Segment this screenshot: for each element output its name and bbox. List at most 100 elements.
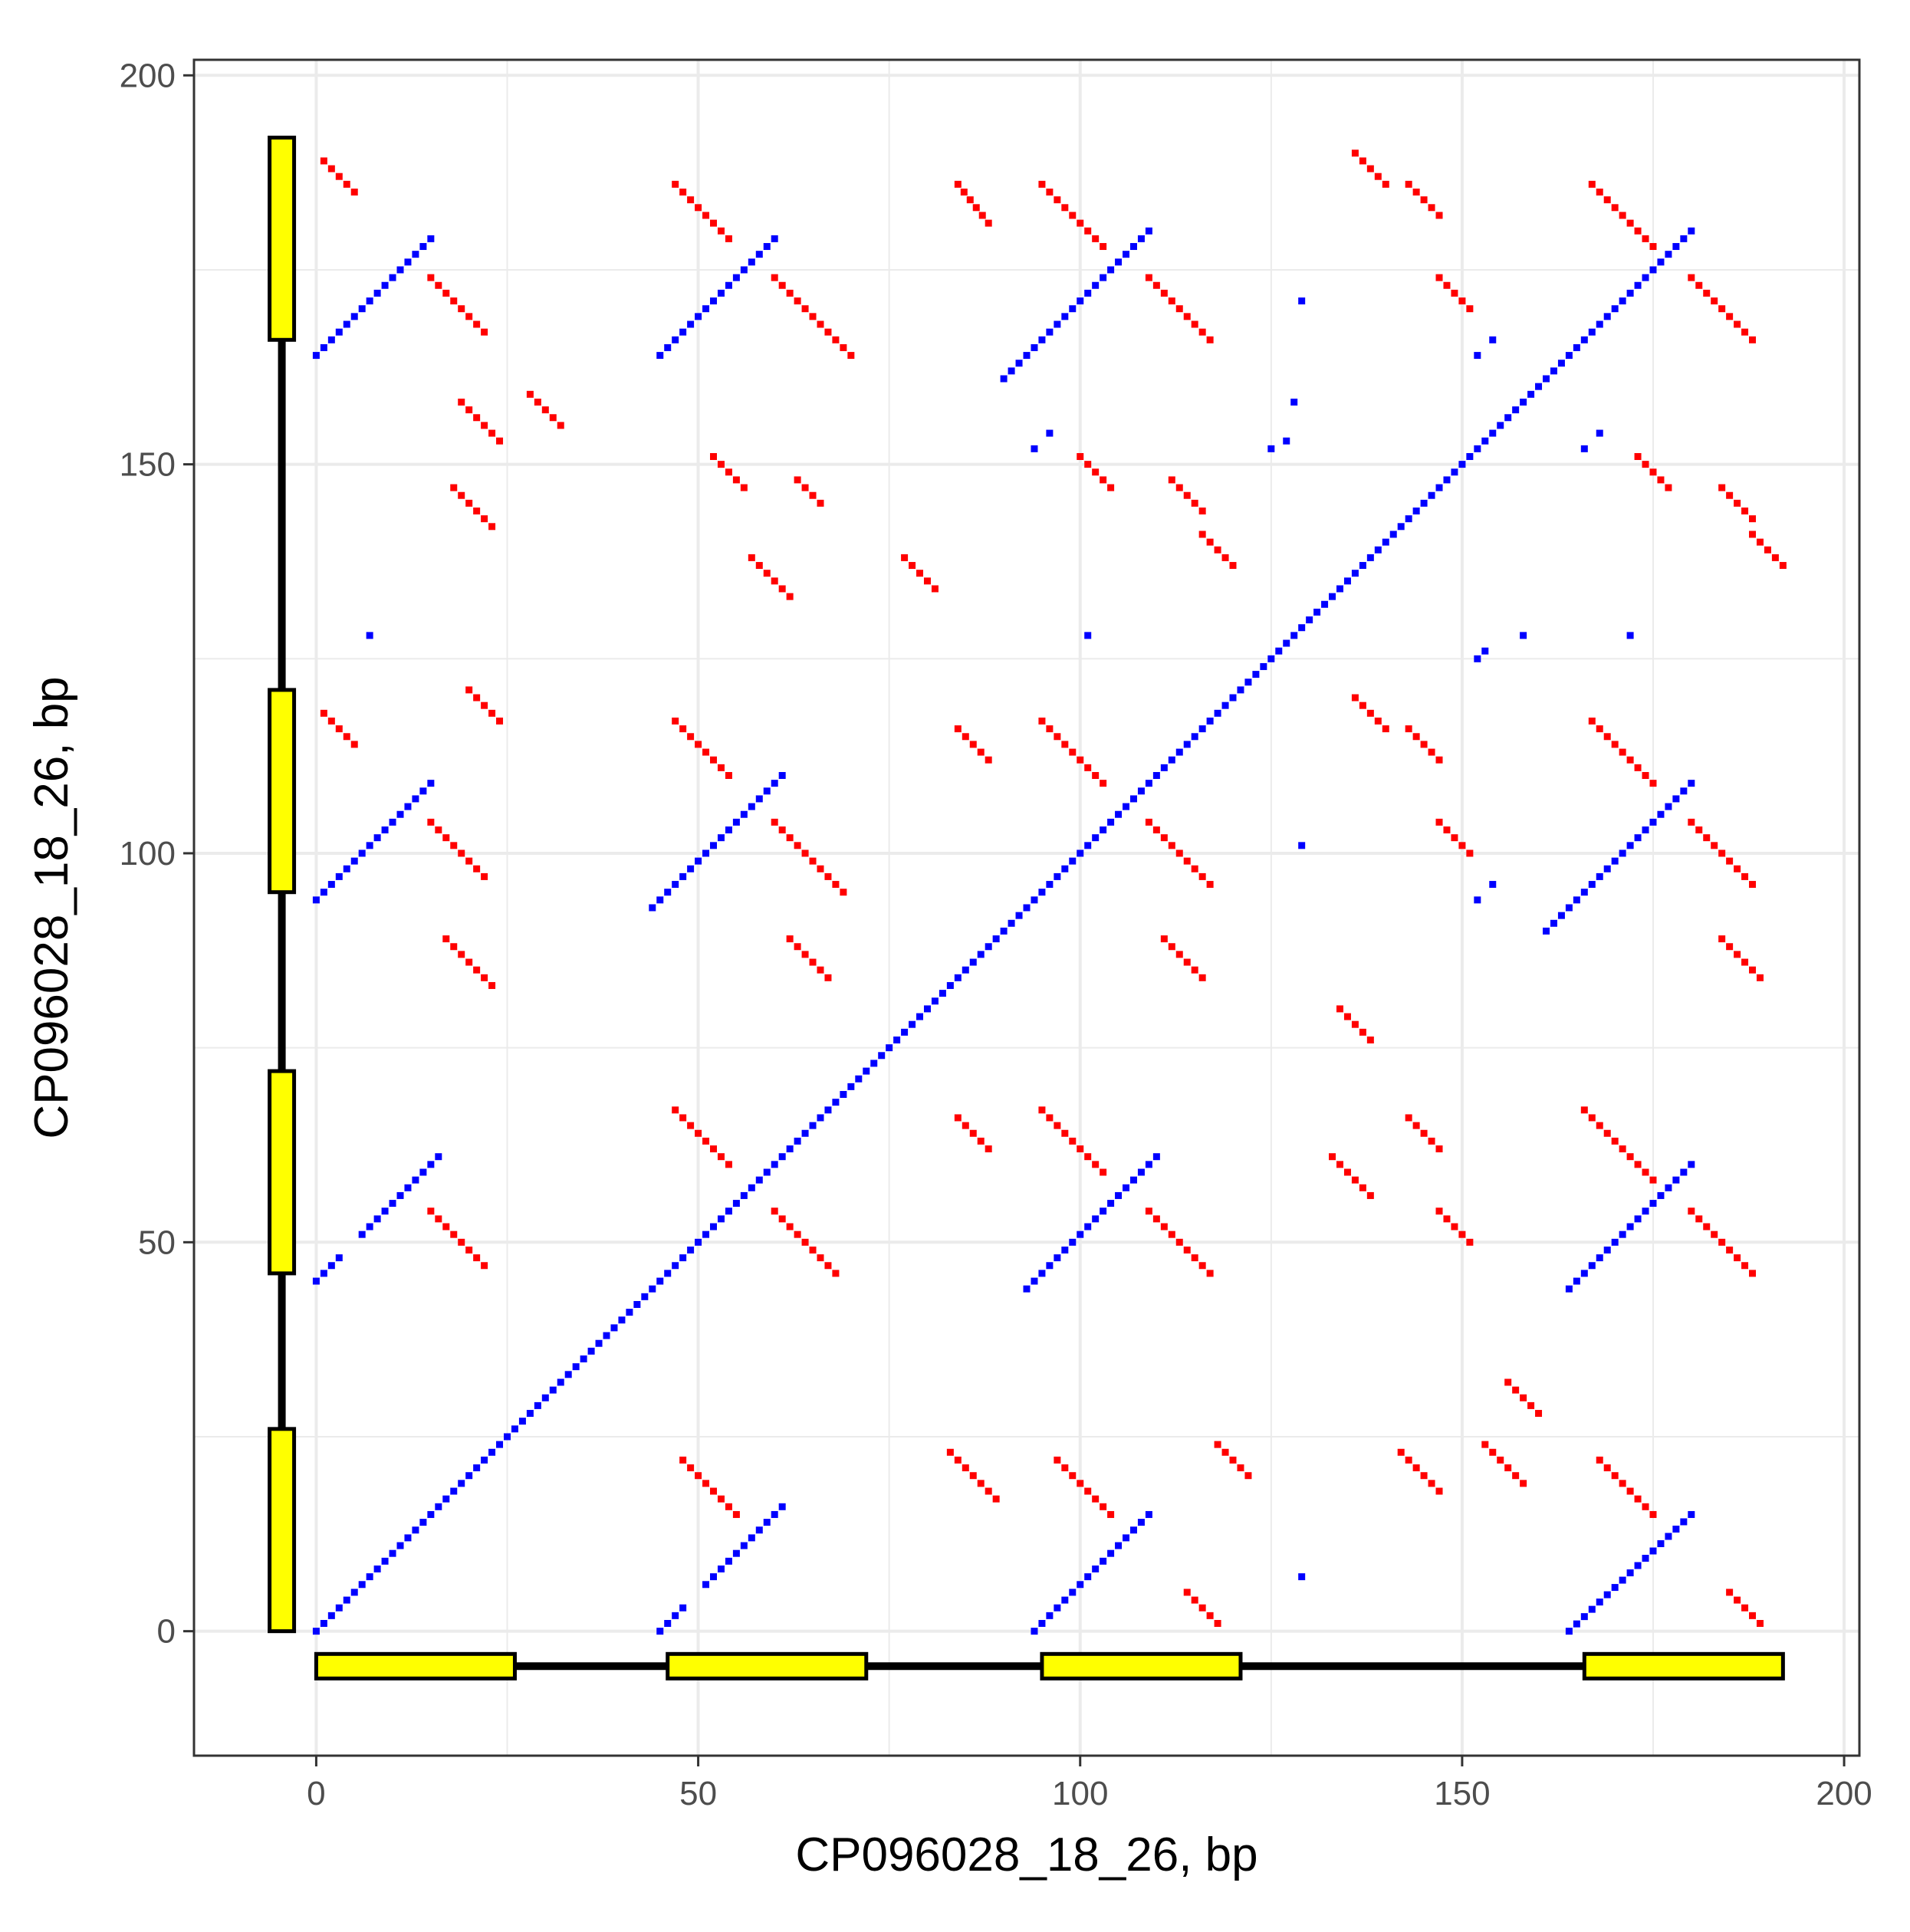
match-point bbox=[710, 1223, 718, 1230]
match-point bbox=[564, 1371, 572, 1378]
match-point bbox=[1420, 196, 1428, 204]
match-point bbox=[1642, 235, 1649, 242]
reverse-match-segment bbox=[1336, 1005, 1374, 1043]
match-point bbox=[1237, 1464, 1244, 1472]
match-point bbox=[740, 810, 748, 818]
match-point bbox=[801, 1129, 809, 1137]
match-point bbox=[1520, 1394, 1527, 1401]
match-point bbox=[343, 1596, 350, 1604]
match-point bbox=[687, 320, 695, 328]
match-point bbox=[1100, 243, 1107, 251]
match-point bbox=[1214, 709, 1221, 717]
match-point bbox=[794, 842, 801, 849]
match-point bbox=[1588, 717, 1596, 724]
match-point bbox=[832, 1270, 840, 1277]
match-point bbox=[1031, 896, 1038, 904]
match-point bbox=[465, 686, 473, 694]
match-point bbox=[1749, 336, 1757, 343]
match-point bbox=[1191, 1254, 1198, 1262]
match-point bbox=[1061, 1129, 1069, 1137]
match-point bbox=[1680, 235, 1688, 242]
match-point bbox=[1458, 1230, 1466, 1238]
match-point bbox=[1084, 227, 1092, 235]
match-point bbox=[1054, 1456, 1061, 1464]
match-point bbox=[801, 1238, 809, 1246]
match-point bbox=[778, 1503, 786, 1510]
match-point bbox=[969, 741, 977, 748]
match-point bbox=[549, 414, 557, 422]
match-point bbox=[1504, 1378, 1512, 1386]
y-feature-block bbox=[268, 688, 297, 895]
match-point bbox=[511, 1425, 518, 1433]
match-point bbox=[335, 172, 343, 180]
match-point bbox=[465, 1246, 473, 1254]
match-point bbox=[1351, 1020, 1359, 1028]
match-point bbox=[1084, 289, 1092, 297]
match-point bbox=[1038, 180, 1046, 188]
match-point bbox=[419, 787, 427, 795]
match-point bbox=[1000, 927, 1008, 935]
match-point bbox=[717, 764, 725, 771]
match-point bbox=[1175, 951, 1183, 958]
match-point bbox=[488, 429, 496, 437]
match-point bbox=[1054, 1122, 1061, 1129]
match-point bbox=[740, 266, 748, 274]
match-point bbox=[1626, 1153, 1634, 1161]
match-point bbox=[1412, 188, 1420, 196]
forward-match-segment bbox=[1031, 1510, 1152, 1635]
match-point bbox=[840, 889, 847, 896]
reverse-match-segment bbox=[954, 1114, 992, 1153]
match-point bbox=[946, 981, 954, 989]
match-point bbox=[687, 865, 695, 872]
match-point bbox=[427, 235, 435, 242]
match-point bbox=[1069, 212, 1077, 219]
match-point bbox=[373, 1215, 381, 1223]
match-point bbox=[1206, 1612, 1214, 1619]
reverse-match-segment bbox=[526, 390, 564, 429]
match-point bbox=[1649, 243, 1657, 251]
match-point bbox=[1695, 826, 1703, 834]
match-point bbox=[481, 1456, 488, 1464]
match-point bbox=[1366, 1191, 1374, 1199]
match-point bbox=[763, 787, 771, 795]
match-point bbox=[381, 1208, 389, 1215]
match-point bbox=[1711, 1230, 1718, 1238]
match-point bbox=[1077, 1145, 1084, 1153]
match-point bbox=[1115, 258, 1123, 266]
forward-match-segment bbox=[1565, 1161, 1695, 1293]
match-point bbox=[1588, 1605, 1596, 1613]
match-point bbox=[473, 320, 481, 328]
match-point bbox=[1100, 1557, 1107, 1565]
reverse-match-segment bbox=[1435, 818, 1474, 857]
match-point bbox=[954, 1114, 962, 1122]
reverse-match-segment bbox=[1198, 531, 1237, 570]
x-feature-block bbox=[314, 1651, 517, 1681]
match-point bbox=[985, 943, 992, 951]
x-axis-ticks: 0 50 100 150 200 bbox=[307, 1756, 1872, 1812]
match-point bbox=[1649, 780, 1657, 787]
match-point bbox=[1672, 795, 1680, 803]
match-point bbox=[977, 951, 985, 958]
match-point bbox=[817, 1114, 824, 1122]
match-point bbox=[312, 1277, 320, 1285]
reverse-match-segment bbox=[1481, 1441, 1527, 1487]
match-point bbox=[626, 1309, 633, 1316]
match-point bbox=[1619, 1480, 1626, 1487]
match-point bbox=[1077, 297, 1084, 305]
match-point bbox=[1711, 842, 1718, 849]
match-point bbox=[1435, 274, 1443, 281]
match-point bbox=[350, 1589, 358, 1596]
forward-match-segment bbox=[1023, 1153, 1160, 1293]
match-point bbox=[1734, 951, 1741, 958]
match-point bbox=[1137, 1168, 1145, 1176]
match-point bbox=[1145, 780, 1152, 787]
match-point bbox=[1084, 764, 1092, 771]
match-point bbox=[1336, 585, 1343, 593]
match-point bbox=[992, 935, 1000, 943]
match-point bbox=[717, 227, 725, 235]
reverse-match-segment bbox=[1749, 531, 1787, 570]
match-point bbox=[1366, 554, 1374, 561]
match-point bbox=[901, 554, 909, 561]
match-point bbox=[1168, 842, 1175, 849]
match-point bbox=[618, 1316, 626, 1324]
